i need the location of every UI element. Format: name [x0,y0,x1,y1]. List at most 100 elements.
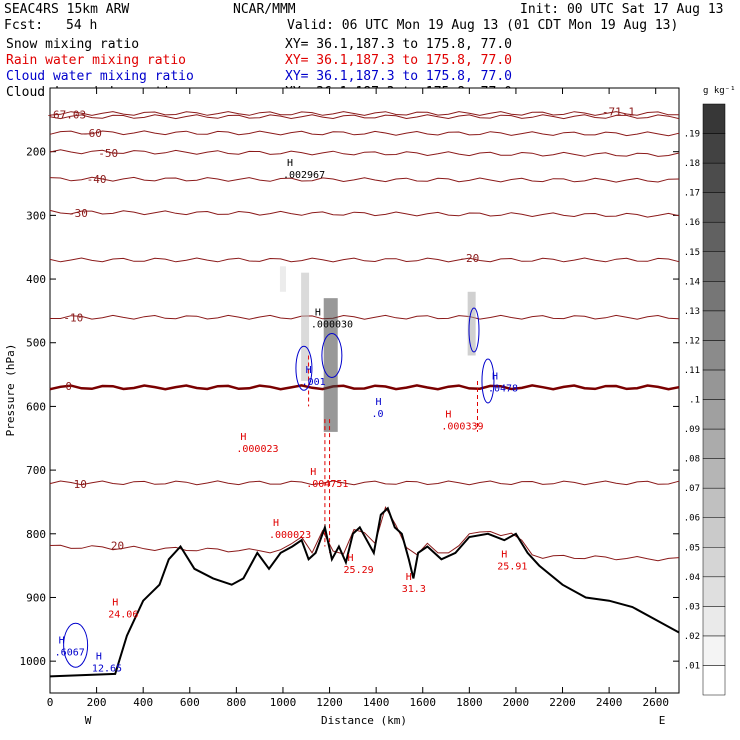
colorbar-swatch [702,665,726,696]
y-tick-label: 200 [26,146,46,159]
max-value: .001 [302,377,326,388]
colorbar-label: .15 [684,248,700,258]
cloud-contour [295,345,313,391]
x-tick-label: 2400 [596,696,623,709]
colorbar-swatch [702,133,726,164]
isotherm-line [49,257,680,263]
max-marker: H [287,158,293,169]
colorbar-swatch [702,635,726,666]
isotherm-line [49,176,680,183]
forecast-label: Fcst: [4,18,43,33]
isotherm-label: -20 [459,252,479,265]
snow-shading [467,291,476,356]
x-axis-title: Distance (km) [321,714,407,727]
y-tick-label: 700 [26,464,46,477]
isotherm-line [50,314,680,320]
y-tick-label: 600 [26,400,46,413]
x-tick-label: 1600 [409,696,436,709]
colorbar-swatch [702,221,726,252]
y-tick-label: 900 [26,591,46,604]
colorbar-label: .1 [689,396,700,406]
x-tick-label: 1000 [270,696,297,709]
x-tick-label: 2600 [642,696,669,709]
colorbar-label: .17 [684,189,700,199]
org-label: NCAR/MMM [233,2,296,17]
y-axis-title: Pressure (hPa) [4,344,17,437]
max-value: 31.3 [402,584,426,595]
isotherm-label: -71.1 [602,106,635,119]
x-tick-label: 1800 [456,696,483,709]
cloud-contour [63,622,89,668]
max-value: .000030 [311,320,353,331]
colorbar-label: .12 [684,336,700,346]
x-tick-label: 200 [87,696,107,709]
x-tick-label: 2000 [503,696,530,709]
colorbar-swatch [702,487,726,518]
isotherm-line [49,149,680,157]
x-tick-label: 800 [226,696,246,709]
colorbar-swatch [702,399,726,430]
east-label: E [659,714,666,727]
max-value: .0478 [488,383,518,394]
max-marker: H [445,410,451,421]
max-value: 25.91 [497,562,527,573]
field-xy: XY= 36.1,187.3 to 175.8, 77.0 [285,37,512,52]
colorbar-label: .03 [684,602,700,612]
max-marker: H [348,553,354,564]
max-marker: H [306,365,312,376]
colorbar-swatch [702,458,726,489]
plot-area [49,87,680,694]
max-marker: H [59,636,65,647]
colorbar-label: .13 [684,307,700,317]
y-tick-label: 1000 [20,655,47,668]
colorbar-label: .06 [684,514,700,524]
colorbar-label: .19 [684,130,700,140]
colorbar-label: .09 [684,425,700,435]
max-marker: H [240,432,246,443]
model-title: SEAC4RS 15km ARW [4,2,129,17]
isotherm-label: -40 [87,173,107,186]
cloud-contour [468,307,480,353]
snow-shading [279,266,286,292]
isotherm-label: -30 [68,207,88,220]
colorbar-label: .02 [684,632,700,642]
field-name: Snow mixing ratio [6,37,139,52]
isotherm-label: -10 [63,311,83,324]
max-value: .000339 [441,422,483,433]
colorbar-label: .18 [684,159,700,169]
colorbar-swatch [702,251,726,282]
colorbar-swatch [702,606,726,637]
colorbar-swatch [702,162,726,193]
colorbar-swatch [702,547,726,578]
x-tick-label: 1400 [363,696,390,709]
isotherm-label: 10 [74,478,87,491]
colorbar-swatch [702,369,726,400]
field-name: Cloud water mixing ratio [6,69,194,84]
cloud-contour [321,332,343,378]
isotherm-label: -50 [98,147,118,160]
isotherm-label: 20 [111,539,124,552]
field-xy: XY= 36.1,187.3 to 175.8, 77.0 [285,53,512,68]
isotherm-line [49,209,680,218]
west-label: W [85,714,92,727]
terrain-line [49,506,680,678]
max-value: .004751 [306,479,348,490]
isotherm-line [49,111,680,116]
max-value: .002967 [283,170,325,181]
isotherm-line [49,130,680,137]
snow-shading [301,272,310,381]
colorbar-label: .16 [684,218,700,228]
max-value: 24.06 [108,609,138,620]
colorbar: .01 .02 .03 .04 .05 .06 .07 .08 .09 .1 .11 .12 .13 .1… [684,103,726,696]
colorbar-label: .01 [684,661,700,671]
field-xy: XY= 36.1,187.3 to 175.8, 77.0 [285,69,512,84]
max-value: .6067 [55,648,85,659]
colorbar-label: .05 [684,543,700,553]
plot-content: 0 200 400 600 800 1000 1200 1400 1600 1800 2000 220… [20,88,680,709]
max-value: 25.29 [344,565,374,576]
colorbar-label: .11 [684,366,700,376]
colorbar-label: .07 [684,484,700,494]
cloud-contour [481,358,495,404]
max-marker: H [112,597,118,608]
